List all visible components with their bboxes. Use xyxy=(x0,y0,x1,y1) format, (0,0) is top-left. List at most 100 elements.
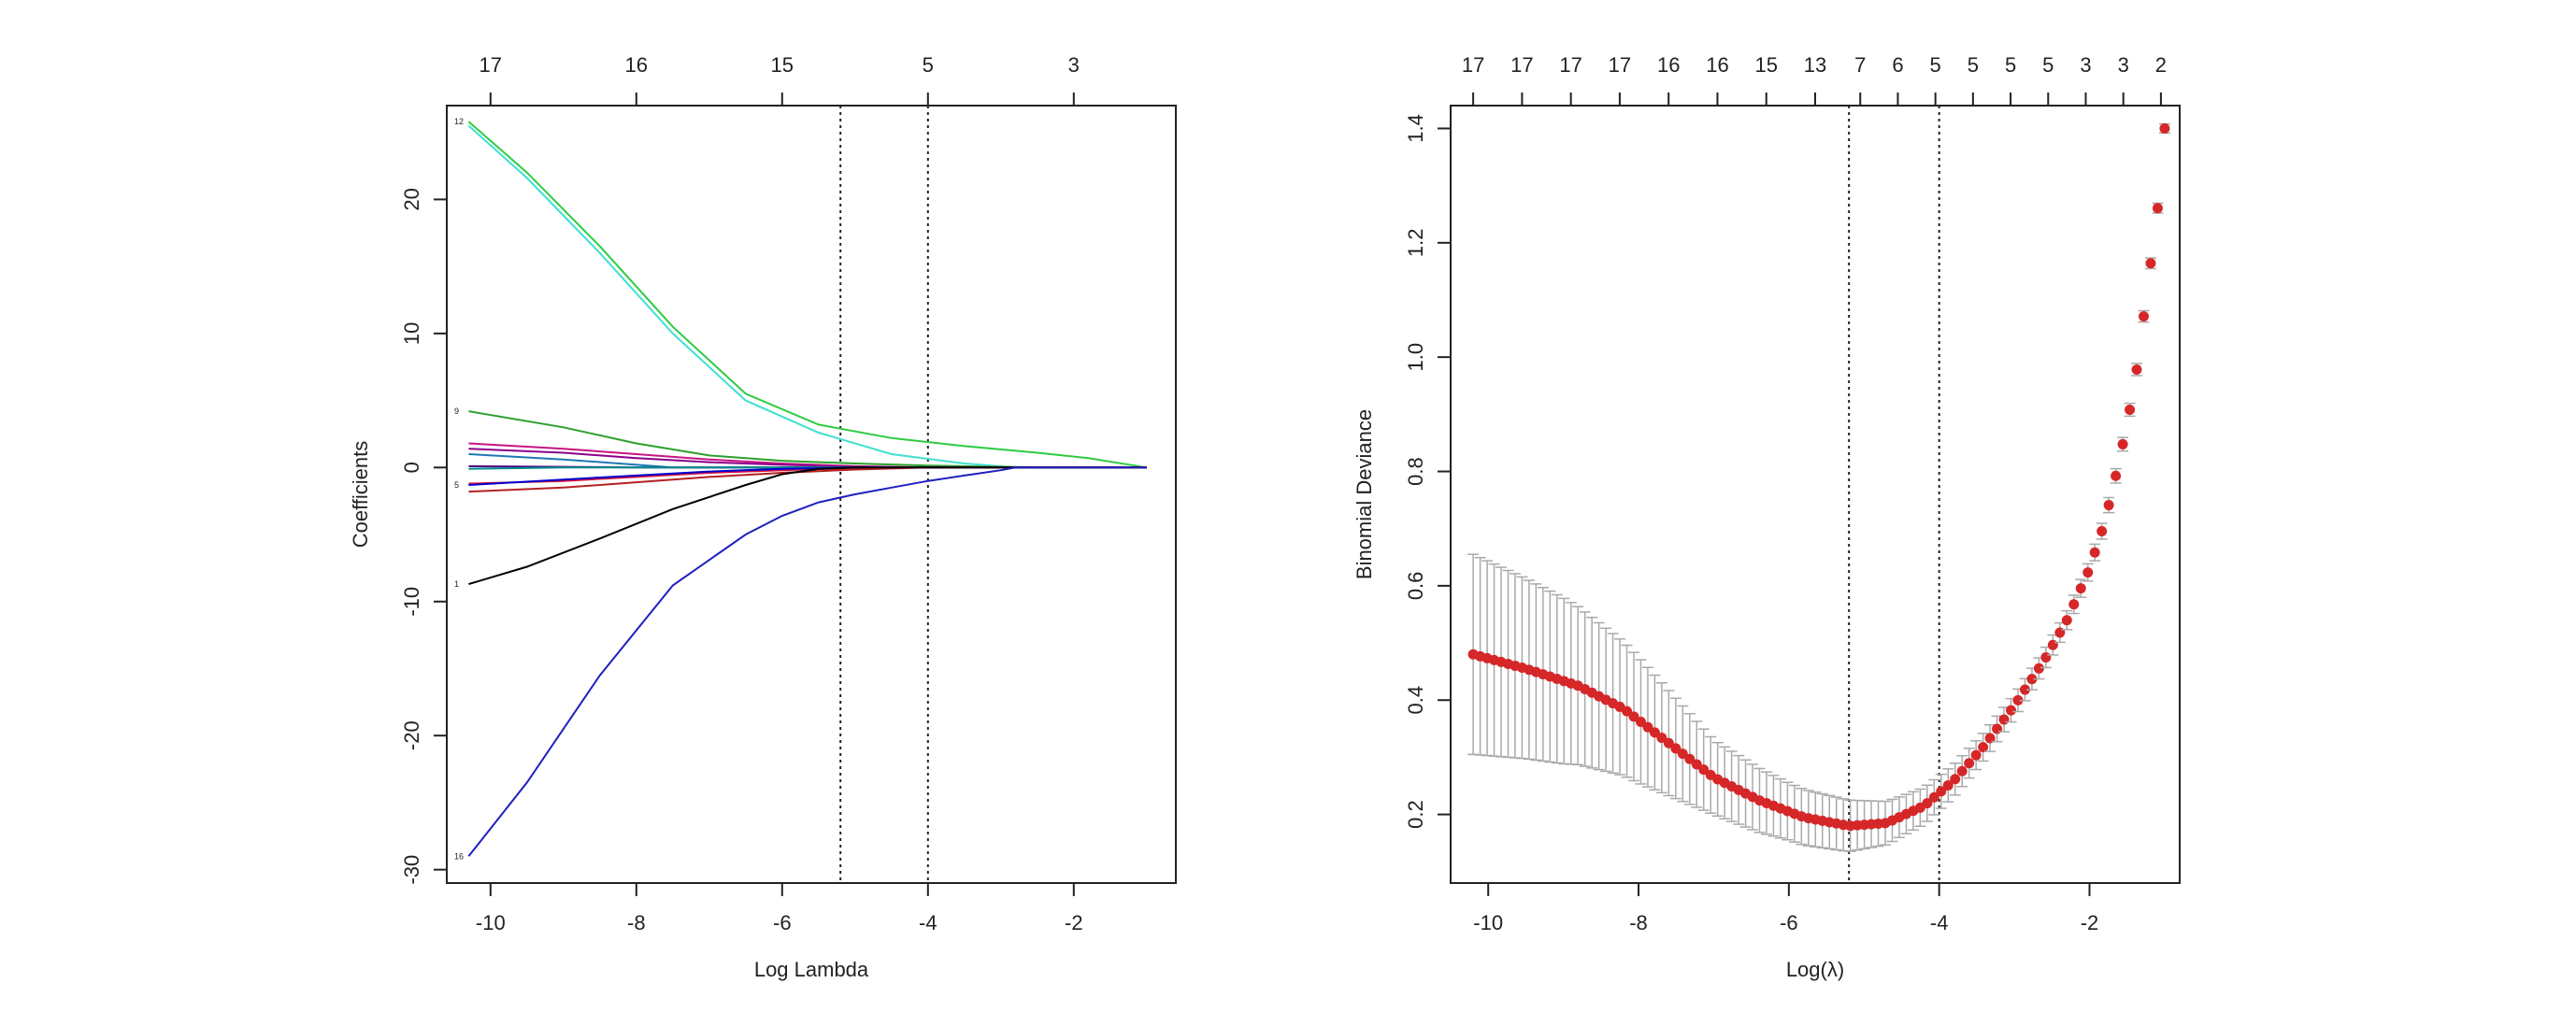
plot-frame xyxy=(1450,105,2181,884)
deviance-point xyxy=(2006,705,2017,716)
deviance-point xyxy=(2152,203,2163,214)
top-count-label: 17 xyxy=(1462,53,1484,77)
top-count-label: 17 xyxy=(1510,53,1533,77)
y-tick-label: 0.8 xyxy=(1404,457,1427,486)
deviance-point xyxy=(2012,694,2024,706)
deviance-point xyxy=(2019,684,2030,695)
top-count-label: 13 xyxy=(1804,53,1826,77)
coefficient-path-line xyxy=(467,124,1147,469)
x-tick-label: -2 xyxy=(1065,911,1083,934)
deviance-point xyxy=(2033,663,2044,674)
deviance-point xyxy=(2117,438,2128,449)
y-tick-label: 0.2 xyxy=(1404,800,1427,829)
top-count-label: 6 xyxy=(1892,53,1903,77)
deviance-point xyxy=(1950,774,1961,785)
deviance-point xyxy=(1622,706,1633,717)
top-count-label: 15 xyxy=(771,53,794,77)
x-tick-label: -2 xyxy=(2081,911,2099,934)
x-tick-label: -4 xyxy=(919,911,937,934)
coefficient-path-line xyxy=(467,466,1147,857)
deviance-point xyxy=(2075,583,2086,594)
deviance-point xyxy=(2131,363,2142,375)
deviance-point xyxy=(1684,753,1696,764)
y-tick-label: 1.2 xyxy=(1404,229,1427,258)
deviance-point xyxy=(2082,567,2094,578)
top-count-label: 7 xyxy=(1854,53,1866,77)
deviance-point xyxy=(1691,759,1702,770)
deviance-point xyxy=(1635,717,1646,728)
binomial-deviance-chart: -10 -8 -6 -4 -2 0.2 0.4 0.6 0.8 1.0 1.2 1.4 17 17 17 17… xyxy=(1352,53,2181,981)
deviance-point xyxy=(1984,733,1996,744)
top-count-label: 16 xyxy=(1706,53,1728,77)
y-tick-label: 1.4 xyxy=(1404,114,1427,143)
deviance-point xyxy=(1942,779,1953,791)
deviance-point xyxy=(1628,711,1639,722)
deviance-point xyxy=(1964,758,1975,769)
deviance-point xyxy=(2138,311,2149,322)
deviance-point xyxy=(1670,743,1682,754)
x-axis-title: Log Lambda xyxy=(754,958,869,981)
deviance-point xyxy=(1978,742,1989,753)
coefficient-path-line xyxy=(468,448,1147,469)
coefficient-path-line xyxy=(467,121,1147,469)
path-label: 5 xyxy=(454,480,459,490)
deviance-point xyxy=(2061,615,2072,626)
path-label: 1 xyxy=(454,579,459,589)
top-count-label: 15 xyxy=(1754,53,1777,77)
top-count-label: 17 xyxy=(479,53,502,77)
plot-frame xyxy=(446,105,1177,884)
top-count-label: 16 xyxy=(1657,53,1680,77)
deviance-point xyxy=(2125,404,2136,415)
deviance-point xyxy=(2026,674,2038,685)
top-count-label: 5 xyxy=(923,53,934,77)
coefficient-path-line xyxy=(468,466,1147,586)
deviance-point xyxy=(2145,258,2156,269)
top-count-label: 17 xyxy=(1559,53,1581,77)
y-axis-title: Binomial Deviance xyxy=(1352,409,1376,579)
top-count-label: 3 xyxy=(2080,53,2091,77)
y-tick-label: -20 xyxy=(400,720,423,750)
deviance-point xyxy=(2040,652,2052,663)
y-tick-label: -10 xyxy=(400,587,423,617)
deviance-point xyxy=(1677,748,1688,760)
y-tick-label: -30 xyxy=(400,855,423,885)
x-tick-label: -6 xyxy=(773,911,792,934)
deviance-point xyxy=(2047,639,2058,650)
y-tick-label: 0.4 xyxy=(1404,686,1427,715)
y-axis-title: Coefficients xyxy=(349,441,372,549)
deviance-point xyxy=(1649,727,1660,738)
x-tick-label: -8 xyxy=(1629,911,1648,934)
top-count-label: 3 xyxy=(1068,53,1080,77)
x-axis-title: Log(λ) xyxy=(1786,958,1844,981)
deviance-point xyxy=(1656,733,1667,744)
top-count-label: 16 xyxy=(625,53,648,77)
top-count-label: 5 xyxy=(1968,53,1979,77)
top-count-label: 5 xyxy=(2042,53,2054,77)
top-count-label: 5 xyxy=(2005,53,2016,77)
y-tick-label: 0 xyxy=(400,462,423,473)
deviance-point xyxy=(2159,122,2170,134)
deviance-point xyxy=(1998,714,2010,725)
deviance-point xyxy=(1642,721,1653,733)
deviance-point xyxy=(2111,470,2122,481)
deviance-point xyxy=(1956,765,1968,777)
deviance-point xyxy=(2089,547,2100,558)
top-count-label: 3 xyxy=(2118,53,2129,77)
deviance-point xyxy=(1970,749,1982,761)
deviance-point xyxy=(1922,798,1933,809)
deviance-point xyxy=(1936,786,1947,797)
y-tick-label: 10 xyxy=(400,322,423,345)
y-tick-label: 1.0 xyxy=(1404,343,1427,372)
top-count-label: 5 xyxy=(1930,53,1941,77)
deviance-point xyxy=(1663,737,1674,748)
x-tick-label: -4 xyxy=(1930,911,1949,934)
x-tick-label: -8 xyxy=(627,911,646,934)
x-tick-label: -6 xyxy=(1780,911,1798,934)
top-count-label: 2 xyxy=(2155,53,2167,77)
x-tick-label: -10 xyxy=(1473,911,1503,934)
coefficient-path-line xyxy=(468,442,1147,469)
top-count-label: 17 xyxy=(1609,53,1631,77)
path-label: 12 xyxy=(454,117,464,126)
